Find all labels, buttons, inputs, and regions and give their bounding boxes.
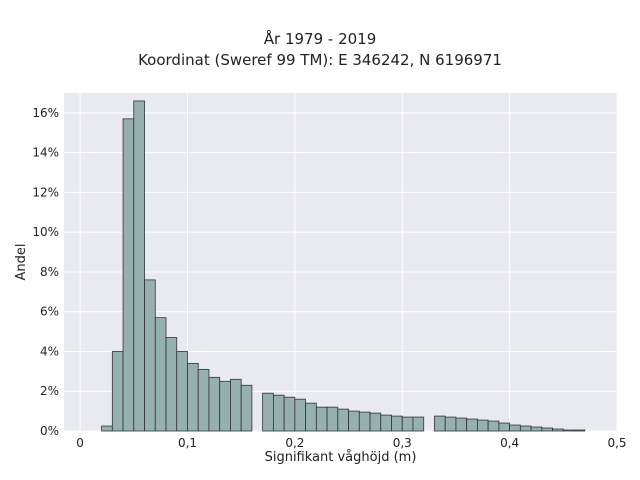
y-tick-label: 12% <box>32 185 59 199</box>
histogram-bar <box>262 392 274 432</box>
histogram-bar <box>519 425 532 432</box>
y-tick-label: 4% <box>40 344 59 358</box>
histogram-bar <box>101 425 113 432</box>
histogram-bar <box>122 118 135 432</box>
bars <box>101 100 586 432</box>
x-axis-label: Signifikant våghöjd (m) <box>265 450 417 465</box>
x-tick-label: 0 <box>76 436 84 450</box>
histogram-bar <box>509 424 521 432</box>
y-tick-label: 10% <box>32 225 59 239</box>
x-tick-label: 0,4 <box>500 436 519 450</box>
histogram-bar <box>391 415 403 432</box>
histogram-bar <box>326 406 339 432</box>
histogram-bar <box>444 416 457 432</box>
histogram-bar <box>197 368 210 432</box>
histogram-bar <box>530 426 543 432</box>
histogram-bar <box>573 429 586 432</box>
x-tick-label: 0,5 <box>607 436 626 450</box>
x-axis: 0 0,1 0,2 0,3 0,4 0,5 <box>76 436 626 450</box>
histogram-bar <box>165 337 178 432</box>
y-axis: 0% 2% 4% 6% 8% 10% 12% 14% 16% <box>32 106 59 438</box>
histogram-bar <box>348 410 360 432</box>
histogram-bar <box>455 417 468 432</box>
histogram-bar <box>230 378 242 432</box>
histogram-bar <box>176 351 188 432</box>
chart-subtitle: Koordinat (Sweref 99 TM): E 346242, N 61… <box>138 51 502 69</box>
histogram-bar <box>240 384 253 432</box>
histogram-bar <box>541 427 553 432</box>
y-tick-label: 8% <box>40 265 59 279</box>
chart-title: År 1979 - 2019 <box>263 30 377 48</box>
histogram-bar <box>466 418 478 432</box>
y-tick-label: 6% <box>40 305 59 319</box>
histogram-bar <box>283 396 296 432</box>
y-tick-label: 14% <box>32 146 59 160</box>
y-tick-label: 0% <box>40 424 59 438</box>
y-axis-label: Andel <box>14 244 29 281</box>
x-tick-label: 0,1 <box>178 436 197 450</box>
histogram-bar <box>294 398 307 432</box>
histogram-bar <box>487 420 500 432</box>
y-tick-label: 2% <box>40 384 59 398</box>
histogram-bar <box>477 419 489 432</box>
histogram-bar <box>562 429 575 432</box>
histogram-bar <box>305 402 317 432</box>
histogram-bar <box>315 406 328 432</box>
histogram-bar <box>187 362 199 432</box>
histogram-bar <box>337 408 349 432</box>
histogram-bar <box>369 412 382 432</box>
histogram-bar <box>272 394 285 432</box>
y-tick-label: 16% <box>32 106 59 120</box>
histogram-bar <box>380 414 392 432</box>
grid <box>64 93 618 432</box>
histogram-bar <box>219 380 231 432</box>
histogram-bar <box>498 422 511 432</box>
x-tick-label: 0,3 <box>393 436 412 450</box>
histogram-bar <box>358 411 371 432</box>
histogram-bar <box>412 416 425 432</box>
histogram-bar <box>133 100 145 432</box>
histogram-bar <box>552 428 564 432</box>
histogram-bar <box>154 317 167 432</box>
histogram-bar <box>111 351 124 432</box>
histogram-bar <box>208 376 221 432</box>
histogram-bar <box>434 415 446 432</box>
histogram-bar <box>144 279 156 432</box>
x-tick-label: 0,2 <box>285 436 304 450</box>
histogram-bar <box>401 416 414 432</box>
